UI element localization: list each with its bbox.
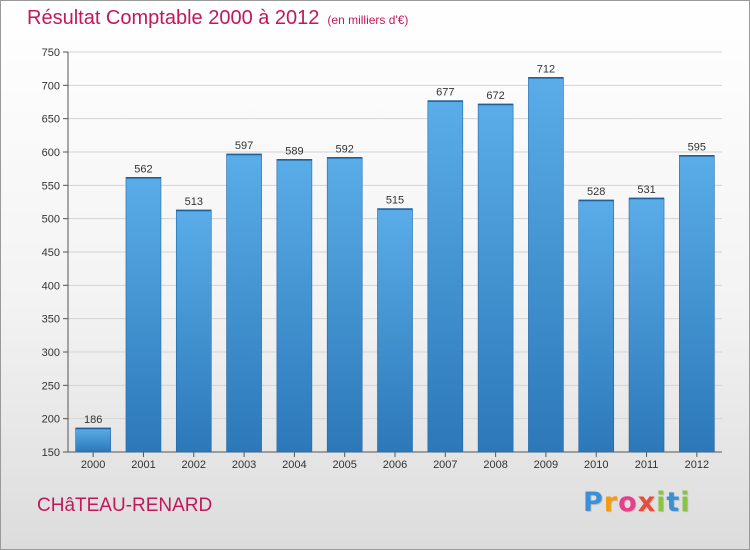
x-tick-label: 2010 — [584, 459, 608, 471]
x-tick-label: 2003 — [232, 459, 256, 471]
x-tick-label: 2009 — [534, 459, 558, 471]
bar — [125, 177, 162, 453]
y-tick-label: 250 — [42, 380, 60, 392]
y-tick-label: 400 — [42, 280, 60, 292]
bar — [477, 103, 514, 453]
x-tick-label: 2002 — [182, 459, 206, 471]
logo-letter: o — [618, 487, 638, 518]
y-tick-label: 600 — [42, 147, 60, 159]
bar — [75, 427, 111, 453]
logo-letter: i — [680, 487, 691, 518]
x-tick-label: 2000 — [81, 459, 105, 471]
title-text: Résultat Comptable 2000 à 2012 — [27, 7, 320, 29]
y-tick-label: 150 — [42, 447, 60, 459]
bar — [578, 199, 615, 453]
x-tick-label: 2011 — [635, 459, 659, 471]
logo-letter: t — [666, 487, 681, 518]
title-unit: (en milliers d'€) — [327, 13, 409, 27]
y-tick-label: 700 — [42, 80, 60, 92]
value-label: 186 — [84, 414, 102, 426]
chart-title: Résultat Comptable 2000 à 2012 (en millie… — [27, 7, 408, 30]
bar — [679, 155, 715, 453]
logo-letter: r — [603, 487, 619, 518]
y-tick-label: 300 — [42, 347, 60, 359]
labels: 150 200 250 300 350 400 450 500 550 600 650 700 750 1… — [42, 47, 709, 471]
x-tick-label: 2005 — [332, 459, 356, 471]
commune-name: CHâTEAU-RENARD — [37, 495, 213, 516]
proxiti-logo: Proxiti — [583, 487, 691, 518]
bar — [377, 208, 413, 453]
value-label: 595 — [688, 141, 706, 153]
bar — [528, 77, 564, 453]
bar — [175, 209, 212, 453]
x-tick-label: 2006 — [383, 459, 407, 471]
y-tick-label: 350 — [42, 314, 60, 326]
value-label: 589 — [285, 145, 303, 157]
y-tick-label: 750 — [42, 47, 60, 59]
y-tick-label: 550 — [42, 180, 60, 192]
logo-letter: i — [656, 487, 667, 518]
value-label: 677 — [436, 87, 454, 99]
x-tick-label: 2001 — [131, 459, 155, 471]
bar — [628, 197, 665, 453]
y-tick-label: 200 — [42, 414, 60, 426]
value-label: 562 — [134, 163, 152, 175]
x-tick-label: 2004 — [282, 459, 306, 471]
bar — [326, 157, 363, 453]
value-label: 597 — [235, 140, 253, 152]
x-tick-label: 2007 — [433, 459, 457, 471]
logo-letter: P — [583, 487, 604, 518]
y-tick-label: 650 — [42, 114, 60, 126]
value-label: 528 — [587, 186, 605, 198]
bar — [226, 153, 262, 453]
value-label: 513 — [185, 196, 203, 208]
bars — [75, 77, 715, 453]
bar — [427, 100, 464, 453]
x-tick-label: 2008 — [483, 459, 507, 471]
bar — [276, 159, 313, 453]
value-label: 712 — [537, 63, 555, 75]
y-tick-label: 450 — [42, 247, 60, 259]
value-label: 515 — [386, 195, 404, 207]
y-tick-label: 500 — [42, 214, 60, 226]
value-label: 592 — [336, 143, 354, 155]
x-tick-label: 2012 — [685, 459, 709, 471]
value-label: 672 — [486, 90, 504, 102]
logo-letter: x — [637, 487, 657, 518]
value-label: 531 — [637, 184, 655, 196]
